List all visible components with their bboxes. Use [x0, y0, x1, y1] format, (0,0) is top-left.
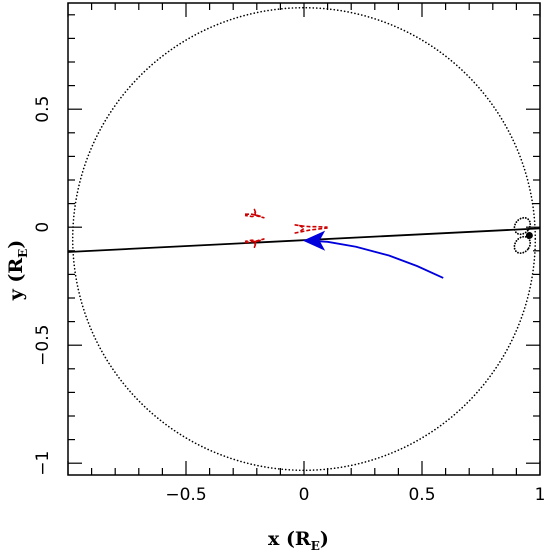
- y-tick-label: −0.5: [33, 325, 53, 366]
- x-axis-title-close: ): [320, 528, 329, 550]
- y-tick-label: 0.5: [33, 96, 53, 123]
- einstein-ring-circle: [71, 6, 537, 472]
- trajectory-arrowhead: [302, 230, 326, 251]
- y-tick-labels: 0.5 0 −0.5 −1: [33, 96, 53, 476]
- y-axis-title: y (RE): [5, 240, 30, 302]
- planet-caustic-dot: [525, 231, 533, 239]
- x-axis-title-main: x (R: [268, 528, 311, 550]
- caustic-curve: [294, 224, 328, 228]
- x-axis-title-sub: E: [311, 539, 320, 553]
- caustic-curve: [244, 238, 265, 249]
- axis-ticks: [67, 3, 541, 475]
- plot-frame: [67, 2, 541, 476]
- y-tick-label: 0: [33, 222, 53, 233]
- y-tick-label: −1: [33, 451, 53, 476]
- y-axis-title-main: y (R: [5, 258, 27, 302]
- planet-caustic-oval: [513, 216, 532, 236]
- x-axis-title: x (RE): [268, 528, 329, 553]
- caustic-curve: [298, 224, 305, 233]
- x-tick-label: 0.5: [408, 485, 435, 505]
- caustic-curve: [294, 227, 328, 234]
- y-axis-title-close: ): [5, 240, 27, 249]
- x-tick-label: −0.5: [165, 485, 206, 505]
- x-tick-label: 0: [299, 485, 310, 505]
- x-tick-label: 1: [535, 485, 544, 505]
- x-tick-labels: −0.5 0 0.5 1: [165, 485, 544, 505]
- caustic-curve: [244, 208, 265, 219]
- source-trajectory-line: [311, 239, 444, 279]
- y-axis-title-sub: E: [16, 249, 30, 258]
